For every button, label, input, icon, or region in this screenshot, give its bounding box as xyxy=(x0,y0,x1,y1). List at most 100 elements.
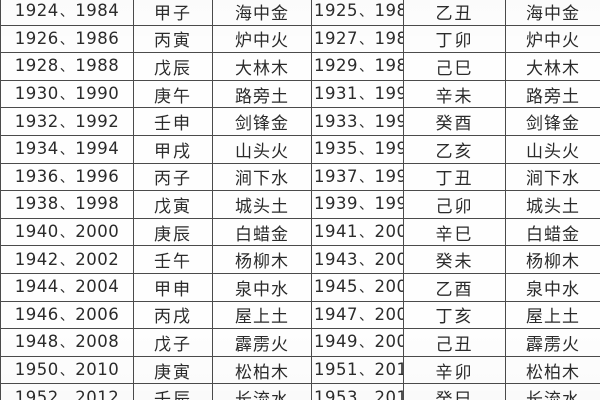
year-primary: 1935 xyxy=(314,139,358,159)
nayin-cell: 路旁土 xyxy=(505,79,600,109)
year-secondary: 1989 xyxy=(374,56,403,76)
nayin-cell: 大林木 xyxy=(212,52,312,81)
ganzhi-cell: 己丑 xyxy=(403,328,506,357)
year-pair-cell: 1931、1991 xyxy=(311,79,404,109)
year-primary: 1947 xyxy=(314,304,358,324)
nayin-cell: 屋上土 xyxy=(212,300,312,330)
nayin-cell: 剑锋金 xyxy=(212,107,312,136)
year-separator: 、 xyxy=(359,335,374,352)
ganzhi-cell: 己巳 xyxy=(403,52,506,81)
year-secondary: 1994 xyxy=(75,139,120,159)
year-pair-cell: 1943、2003 xyxy=(311,245,404,274)
ganzhi-cell: 丁卯 xyxy=(403,24,506,54)
ganzhi-cell: 庚午 xyxy=(133,79,213,109)
ganzhi-cell: 丙子 xyxy=(133,162,213,192)
year-secondary: 2005 xyxy=(374,277,403,297)
year-secondary: 2001 xyxy=(374,222,403,242)
year-separator: 、 xyxy=(59,252,75,269)
year-primary: 1953 xyxy=(314,387,358,400)
year-pair-cell: 1935、1995 xyxy=(311,134,404,164)
year-primary: 1937 xyxy=(314,166,358,186)
nayin-cell: 炉中火 xyxy=(212,24,312,54)
year-separator: 、 xyxy=(359,169,374,186)
nayin-cell: 炉中火 xyxy=(505,24,600,54)
year-pair-cell: 1929、1989 xyxy=(311,52,404,81)
nayin-cell: 山头火 xyxy=(505,134,600,164)
year-pair-cell: 1938、1998 xyxy=(0,190,134,219)
year-pair-cell: 1947、2007 xyxy=(311,300,404,330)
year-secondary: 2008 xyxy=(75,332,120,352)
year-secondary: 1993 xyxy=(374,111,403,131)
year-separator: 、 xyxy=(359,59,374,76)
nayin-cell: 泉中水 xyxy=(212,272,312,302)
year-separator: 、 xyxy=(59,169,75,186)
year-separator: 、 xyxy=(59,4,75,21)
year-secondary: 2003 xyxy=(374,249,403,269)
year-secondary: 2000 xyxy=(75,222,120,242)
year-primary: 1931 xyxy=(314,84,358,104)
year-primary: 1952 xyxy=(14,387,59,400)
year-pair-cell: 1936、1996 xyxy=(0,162,134,192)
year-secondary: 1988 xyxy=(75,56,120,76)
year-pair-cell: 1953、2013 xyxy=(311,383,404,400)
year-pair-cell: 1945、2005 xyxy=(311,272,404,302)
ganzhi-cell: 丁亥 xyxy=(403,300,506,330)
ganzhi-cell: 甲戌 xyxy=(133,134,213,164)
nayin-cell: 泉中水 xyxy=(505,272,600,302)
year-secondary: 2007 xyxy=(374,304,403,324)
ganzhi-cell: 丙寅 xyxy=(133,24,213,54)
year-primary: 1943 xyxy=(314,249,358,269)
year-secondary: 1990 xyxy=(75,84,120,104)
year-primary: 1930 xyxy=(14,84,59,104)
year-primary: 1929 xyxy=(314,56,358,76)
year-pair-cell: 1934、1994 xyxy=(0,134,134,164)
year-pair-cell: 1930、1990 xyxy=(0,79,134,109)
nayin-cell: 屋上土 xyxy=(505,300,600,330)
nayin-cell: 杨柳木 xyxy=(505,245,600,274)
ganzhi-cell: 戊寅 xyxy=(133,190,213,219)
ganzhi-cell: 乙丑 xyxy=(403,0,506,26)
year-secondary: 2011 xyxy=(374,360,403,380)
year-separator: 、 xyxy=(59,307,75,324)
year-separator: 、 xyxy=(59,31,75,48)
year-primary: 1946 xyxy=(14,304,59,324)
year-pair-cell: 1951、2011 xyxy=(311,355,404,385)
year-separator: 、 xyxy=(359,280,374,297)
nayin-cell: 长流水 xyxy=(505,383,600,400)
year-pair-cell: 1933、1993 xyxy=(311,107,404,136)
nayin-cell: 松柏木 xyxy=(505,355,600,385)
year-separator: 、 xyxy=(59,225,75,242)
year-separator: 、 xyxy=(59,335,75,352)
year-separator: 、 xyxy=(59,390,75,400)
year-separator: 、 xyxy=(59,142,75,159)
ganzhi-cell: 癸巳 xyxy=(403,383,506,400)
year-pair-cell: 1925、1985 xyxy=(311,0,404,26)
year-secondary: 2006 xyxy=(75,304,120,324)
ganzhi-cell: 丙戌 xyxy=(133,300,213,330)
table-row: 1952、2012壬辰长流水1953、2013癸巳长流水 xyxy=(0,383,600,400)
nayin-cell: 山头火 xyxy=(212,134,312,164)
year-separator: 、 xyxy=(359,87,374,104)
year-secondary: 1985 xyxy=(374,1,403,21)
year-pair-cell: 1950、2010 xyxy=(0,355,134,385)
nayin-cell: 海中金 xyxy=(212,0,312,26)
year-separator: 、 xyxy=(359,307,374,324)
year-primary: 1942 xyxy=(14,249,59,269)
year-pair-cell: 1942、2002 xyxy=(0,245,134,274)
year-separator: 、 xyxy=(59,114,75,131)
nayin-cell: 剑锋金 xyxy=(505,107,600,136)
year-primary: 1945 xyxy=(314,277,358,297)
year-primary: 1944 xyxy=(14,277,59,297)
year-secondary: 1986 xyxy=(75,28,120,48)
year-primary: 1949 xyxy=(314,332,358,352)
ganzhi-cell: 丁丑 xyxy=(403,162,506,192)
